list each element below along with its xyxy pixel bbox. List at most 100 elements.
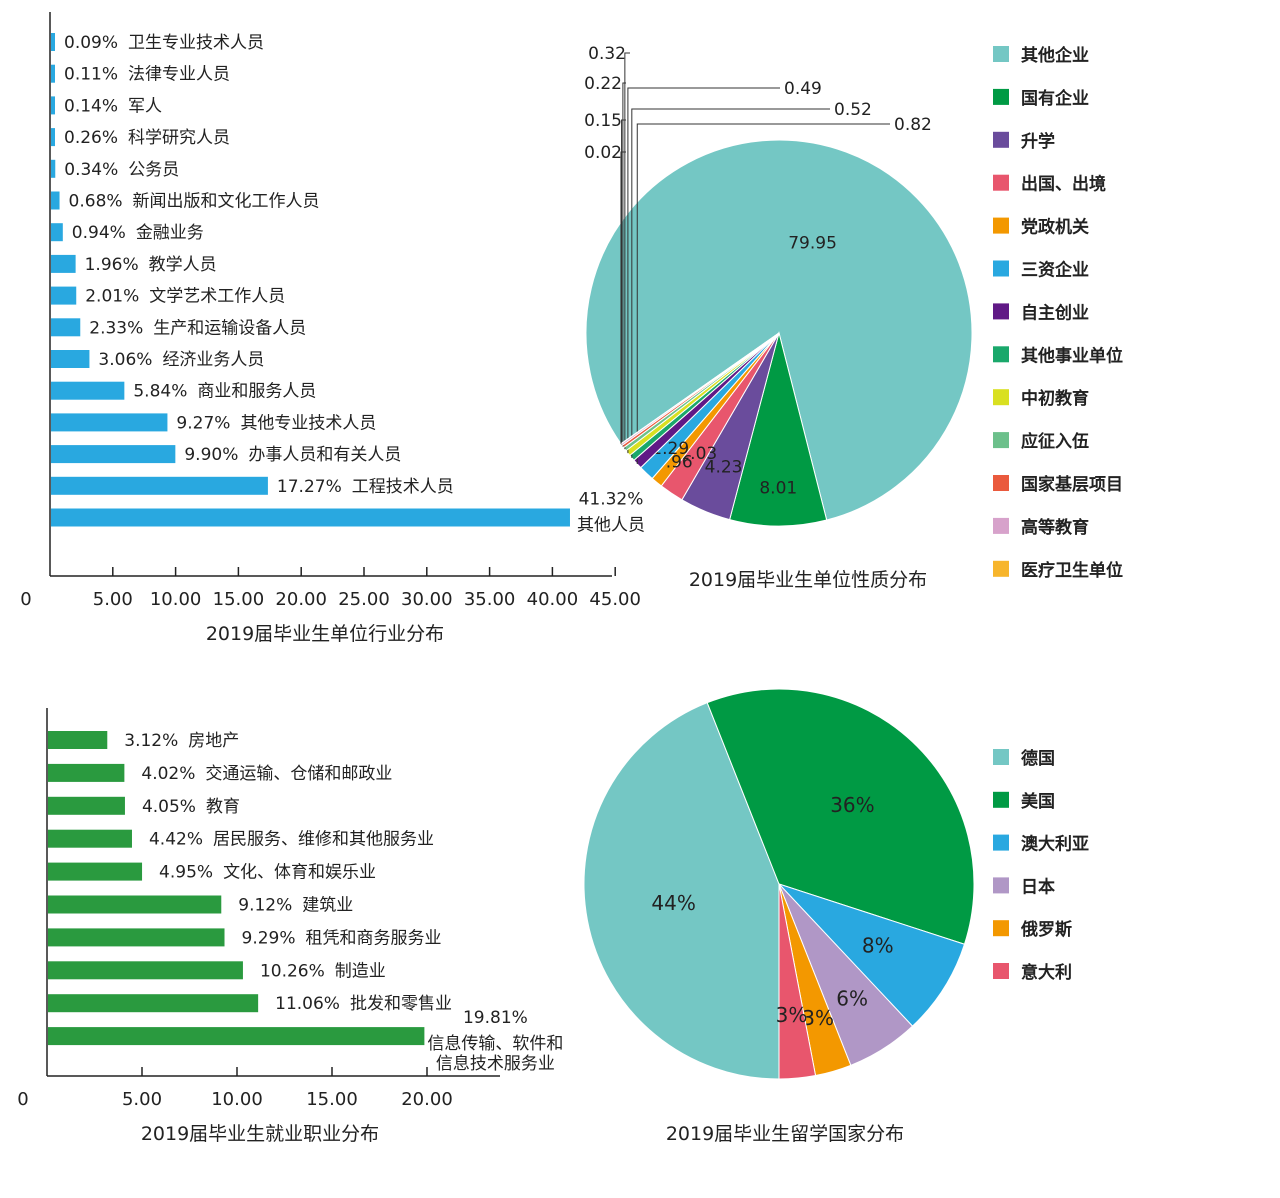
bar-label: 0.11% 法律专业人员 — [64, 65, 230, 85]
bar — [48, 862, 143, 881]
bar-value-label: 0.68% — [69, 192, 123, 212]
bar-label: 0.34% 公务员 — [64, 160, 179, 180]
pie-slice-label: 3% — [776, 1003, 808, 1027]
bar-category-label: 法律专业人员 — [128, 65, 230, 85]
pie-slice — [729, 331, 828, 527]
unit-type-pie-chart: 79.958.014.232.030.961.290.820.520.490.3… — [584, 44, 1123, 591]
pie-slice-label: 8.01 — [759, 478, 797, 498]
bar-value-label: 0.11% — [64, 65, 118, 85]
legend-swatch — [993, 560, 1009, 577]
bar-category-label: 新闻出版和文化工作人员 — [133, 192, 320, 212]
legend-label: 澳大利亚 — [1021, 834, 1089, 855]
legend-swatch — [993, 303, 1009, 320]
legend-label: 升学 — [1021, 131, 1055, 152]
leader-line — [636, 123, 890, 464]
legend-swatch — [993, 475, 1009, 491]
bar — [48, 895, 222, 914]
bar-category-label: 卫生专业技术人员 — [128, 33, 264, 53]
bar-value-label: 3.12% — [124, 731, 178, 751]
bar-category-label: 其他人员 — [577, 516, 645, 536]
leader-line — [627, 87, 780, 454]
bar-category-label: 科学研究人员 — [128, 128, 230, 148]
bar-label: 17.27% 工程技术人员 — [277, 477, 454, 497]
bar — [48, 994, 259, 1013]
bar — [51, 476, 268, 495]
x-origin-label: 0 — [17, 1089, 28, 1110]
pie-slice-label: 0.15 — [584, 111, 622, 131]
occupation-bar-chart: 0 5.00 10.00 15.00 20.00 3.12% 房地产 4.02% 交通运输、仓储… — [17, 708, 563, 1145]
pie-slice — [583, 702, 780, 1080]
bar-category-label: 教学人员 — [149, 255, 217, 275]
x-tick-label: 35.00 — [464, 589, 516, 610]
bar-category-label: 建筑业 — [302, 896, 353, 916]
bar — [51, 64, 55, 83]
x-tick-label: 20.00 — [275, 589, 327, 610]
bar — [51, 128, 55, 147]
pie-slice-label: 44% — [651, 891, 695, 915]
legend-label: 中初教育 — [1021, 388, 1089, 409]
bar-label: 2.01% 文学艺术工作人员 — [85, 287, 285, 307]
bar-value-label: 0.26% — [64, 128, 118, 148]
bar-category-label: 文化、体育和娱乐业 — [223, 863, 376, 883]
x-tick-label: 45.00 — [589, 589, 641, 610]
legend-label: 意大利 — [1021, 962, 1072, 983]
bar-category-label: 交通运输、仓储和邮政业 — [205, 764, 392, 784]
bar-value-label: 41.32% — [579, 490, 644, 510]
bar-value-label: 3.06% — [98, 350, 152, 370]
x-tick-label: 15.00 — [213, 589, 265, 610]
pie-slice-label: 0.32 — [588, 44, 626, 64]
bar-value-label: 0.94% — [72, 223, 126, 243]
bar-category-label: 经济业务人员 — [162, 350, 264, 370]
pie-slice-label: 36% — [830, 793, 874, 817]
bar-label: 1.96% 教学人员 — [85, 255, 217, 275]
pie-slice-label: 0.22 — [584, 74, 622, 94]
bar-value-label: 19.81% — [463, 1008, 528, 1028]
bar — [51, 33, 55, 51]
pie-slice-label: 0.82 — [894, 115, 932, 135]
legend-swatch — [993, 834, 1009, 851]
x-tick-label: 5.00 — [122, 1089, 162, 1110]
bar-category-label: 文学艺术工作人员 — [149, 287, 285, 307]
bar-label: 5.84% 商业和服务人员 — [133, 382, 316, 402]
legend-label: 国家基层项目 — [1021, 474, 1123, 495]
bar-label: 4.95% 文化、体育和娱乐业 — [159, 863, 376, 883]
pie-slice-label: 4.23 — [705, 458, 743, 478]
bar — [48, 1027, 425, 1046]
chart-title: 2019届毕业生单位性质分布 — [689, 569, 927, 591]
bar — [48, 796, 125, 815]
bar — [51, 191, 60, 210]
bar-value-label: 17.27% — [277, 477, 342, 497]
bar — [51, 286, 77, 305]
bar — [51, 254, 76, 273]
bar-value-label: 9.90% — [184, 445, 238, 465]
bar — [51, 318, 81, 337]
bar — [48, 829, 132, 848]
pie-slice — [778, 883, 966, 1027]
legend-swatch — [993, 920, 1009, 937]
leader-line — [620, 151, 626, 444]
legend-label: 党政机关 — [1021, 217, 1089, 238]
legend-swatch — [993, 131, 1009, 148]
bar-value-label: 9.12% — [238, 896, 292, 916]
bar-value-label: 9.29% — [242, 928, 296, 948]
legend-label: 日本 — [1021, 876, 1055, 897]
bar-category-label: 办事人员和有关人员 — [248, 445, 401, 465]
bar-value-label: 4.02% — [141, 764, 195, 784]
bar-label: 9.29% 租凭和商务服务业 — [242, 928, 442, 948]
bar-category-label: 制造业 — [335, 961, 386, 981]
bar-label: 0.09% 卫生专业技术人员 — [64, 33, 264, 53]
x-tick-label: 20.00 — [401, 1089, 453, 1110]
bar-value-label: 2.01% — [85, 287, 139, 307]
bar-label: 9.12% 建筑业 — [238, 896, 353, 916]
bar-value-label: 4.95% — [159, 863, 213, 883]
bar-category-label: 商业和服务人员 — [197, 382, 316, 402]
legend-label: 应征入伍 — [1021, 431, 1089, 452]
bar-label: 0.68% 新闻出版和文化工作人员 — [69, 192, 320, 212]
legend-swatch — [993, 517, 1009, 534]
x-tick-label: 10.00 — [211, 1089, 263, 1110]
legend-swatch — [993, 791, 1009, 808]
legend-swatch — [993, 389, 1009, 406]
bar — [48, 928, 225, 947]
bar-label: 2.33% 生产和运输设备人员 — [89, 318, 306, 338]
